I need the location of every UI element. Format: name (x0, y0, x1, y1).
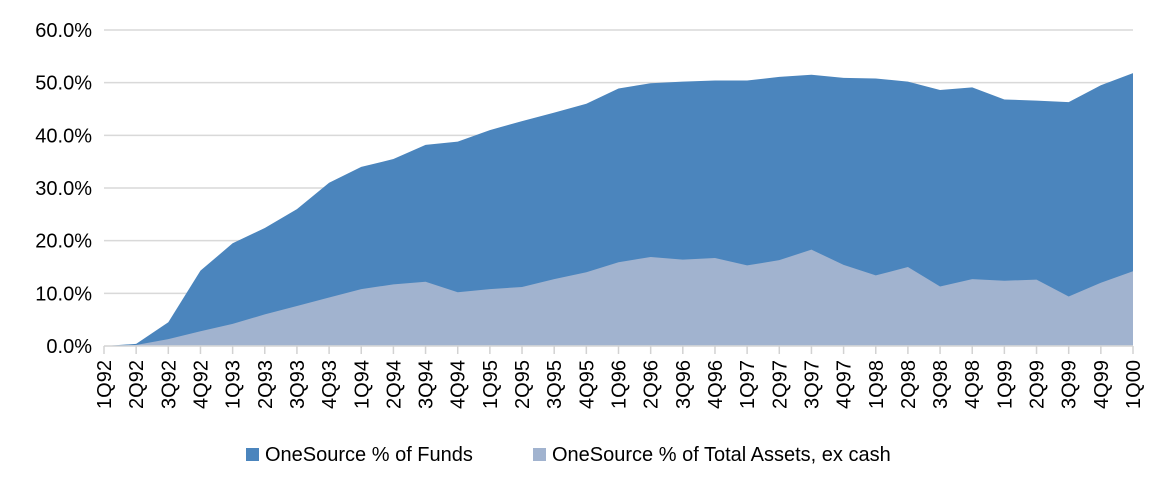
y-tick-label: 50.0% (35, 73, 92, 95)
x-tick-label: 3Q96 (673, 360, 695, 409)
x-tick-label: 1Q95 (480, 360, 502, 409)
x-tick-label: 3Q97 (801, 360, 823, 409)
x-tick-label: 4Q98 (962, 360, 984, 409)
y-tick-label: 60.0% (35, 20, 92, 42)
legend-swatch-funds (246, 448, 259, 461)
y-tick-label: 0.0% (46, 336, 92, 358)
x-tick-label: 2Q98 (898, 360, 920, 409)
legend-label-total-assets: OneSource % of Total Assets, ex cash (552, 444, 891, 466)
y-axis-labels: 0.0% 10.0% 20.0% 30.0% 40.0% 50.0% 60.0% (35, 20, 92, 358)
series-areas (104, 73, 1133, 346)
x-tick-label: 2Q96 (641, 360, 663, 409)
x-tick-label: 2Q94 (383, 360, 405, 409)
y-tick-label: 20.0% (35, 231, 92, 253)
x-axis (103, 345, 1134, 354)
y-tick-label: 30.0% (35, 178, 92, 200)
x-tick-label: 2Q99 (1027, 360, 1049, 409)
x-tick-label: 1Q93 (223, 360, 245, 409)
x-tick-label: 3Q98 (930, 360, 952, 409)
x-tick-label: 4Q97 (834, 360, 856, 409)
x-axis-labels: 1Q92 2Q92 3Q92 4Q92 1Q93 2Q93 3Q93 4Q93 1Q94 2Q94… (94, 360, 1145, 409)
x-tick-label: 4Q94 (448, 360, 470, 409)
x-tick-label: 3Q99 (1059, 360, 1081, 409)
legend-swatch-total-assets (533, 448, 546, 461)
x-tick-label: 2Q95 (512, 360, 534, 409)
legend-item-total-assets: OneSource % of Total Assets, ex cash (533, 444, 891, 466)
legend: OneSource % of Funds OneSource % of Total… (246, 444, 891, 466)
x-tick-label: 1Q92 (94, 360, 116, 409)
x-tick-label: 4Q92 (190, 360, 212, 409)
y-tick-label: 10.0% (35, 283, 92, 305)
x-tick-label: 3Q95 (544, 360, 566, 409)
x-tick-label: 4Q96 (705, 360, 727, 409)
series-area-total-assets (104, 249, 1133, 346)
x-tick-label: 3Q92 (158, 360, 180, 409)
x-tick-label: 4Q99 (1091, 360, 1113, 409)
x-tick-label: 2Q93 (255, 360, 277, 409)
x-tick-label: 1Q97 (737, 360, 759, 409)
x-tick-label: 1Q94 (351, 360, 373, 409)
x-tick-label: 4Q93 (319, 360, 341, 409)
x-tick-label: 3Q94 (416, 360, 438, 409)
y-tick-label: 40.0% (35, 125, 92, 147)
x-tick-label: 1Q00 (1123, 360, 1145, 409)
x-tick-label: 3Q93 (287, 360, 309, 409)
x-tick-label: 1Q98 (866, 360, 888, 409)
x-tick-label: 4Q95 (576, 360, 598, 409)
legend-item-funds: OneSource % of Funds (246, 444, 473, 466)
x-tick-label: 1Q99 (994, 360, 1016, 409)
x-tick-label: 2Q97 (769, 360, 791, 409)
x-tick-label: 1Q96 (609, 360, 631, 409)
legend-label-funds: OneSource % of Funds (265, 444, 473, 466)
x-tick-label: 2Q92 (126, 360, 148, 409)
